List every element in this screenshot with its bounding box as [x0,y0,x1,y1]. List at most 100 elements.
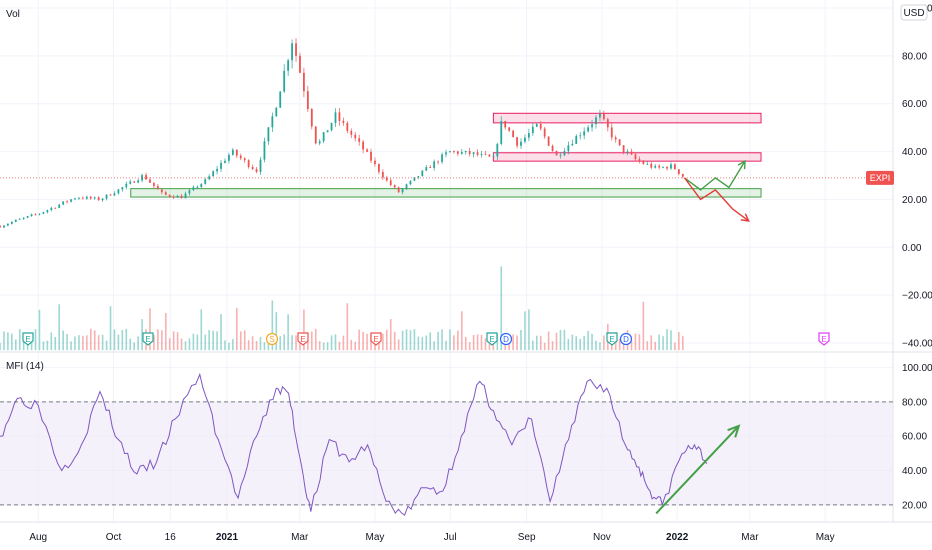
event-badge-label: E [373,335,378,344]
mfi-trend-arrow[interactable] [655,424,741,515]
volume-bar [599,342,601,351]
volume-bar [239,331,242,351]
event-badge-label: S [269,335,274,344]
candle-body [168,194,171,197]
currency-button[interactable]: USD [900,4,928,21]
event-badge-e[interactable]: E [606,332,618,346]
candle-body [464,150,467,153]
volume-bar [220,314,222,351]
candle-body [192,187,195,191]
event-badge-e[interactable]: E [370,332,382,346]
volume-bar [496,333,499,351]
candle-body [6,223,9,226]
candle-body [34,214,37,216]
candle-body [366,149,368,152]
candle-body [26,216,29,218]
volume-bar [109,306,112,351]
volume-bar [311,331,313,351]
event-badge-e[interactable]: E [486,332,498,346]
volume-bar [97,335,100,351]
event-badge-e[interactable]: E [142,332,154,346]
candle-body [559,155,562,156]
candle-body [563,151,566,156]
volume-bar [362,332,364,351]
candle-body [409,180,412,185]
candle-body [295,43,297,56]
volume-bar [255,341,258,351]
candle-body [618,139,621,146]
volume-bar [228,342,230,351]
price-zones[interactable] [130,112,762,198]
volume-bar [504,342,507,351]
candle-body [58,204,61,208]
event-badge-s[interactable]: S [265,332,279,346]
mfi-pane-label: MFI (14) [6,361,44,372]
candle-body [224,160,226,163]
event-badge-shape [297,332,309,346]
volume-bar [38,309,41,351]
volume-bar [236,308,238,351]
volume-bar [528,309,530,351]
candle-body [449,151,451,153]
volume-bar [575,336,578,351]
volume-bar [204,334,207,351]
candle-body [188,190,191,194]
candle-body [599,113,601,118]
volume-bar [133,342,135,351]
volume-bar [275,312,278,351]
event-badge-d[interactable]: D [499,332,513,346]
volume-bar [291,335,293,351]
candle-body [354,134,357,139]
candle-body [551,145,554,151]
volume-bar [86,335,88,351]
candle-body [381,171,384,178]
volume-bar [247,340,250,351]
event-badge-e[interactable]: E [297,332,309,346]
volume-bar [500,266,503,351]
volume-bar [484,338,487,351]
volume-bar [437,331,439,351]
price-projections[interactable] [683,159,750,222]
volume-bar [393,331,396,351]
candle-body [622,145,625,153]
candle-body [330,122,333,131]
candle-body [216,168,218,172]
volume-bar [413,329,416,351]
event-badge-e[interactable]: E [818,332,830,346]
candle-body [500,121,503,144]
volume-bar [583,335,585,351]
candle-body [638,159,641,162]
candle-body [62,201,65,205]
candle-body [524,137,526,142]
volume-bar [603,335,605,351]
price-tick-label: 80.00 [902,51,927,62]
candle-body [310,109,313,127]
event-badge-shape [818,332,830,346]
volume-bar [243,330,246,351]
time-tick-label: Nov [593,532,611,543]
candle-body [614,137,617,140]
price-tick-label: −20.00 [902,291,932,302]
volume-bar [224,340,226,351]
volume-bar [472,334,475,351]
volume-bar [157,329,159,351]
volume-bar [425,335,428,351]
candle-body [255,169,258,172]
candle-body [251,166,254,170]
volume-bar [188,338,191,351]
volume-bar [172,331,175,351]
candle-body [413,177,416,181]
volume-bar [168,338,171,351]
volume-bar [532,340,534,351]
event-badge-e[interactable]: E [22,332,34,346]
candle-body [109,194,112,196]
candle-body [681,173,684,177]
volume-bar [567,338,570,351]
volume-bar [555,332,558,351]
event-badge-d[interactable]: D [619,332,633,346]
volume-bar [164,313,167,351]
candle-body [338,112,341,121]
candle-body [239,155,242,159]
candle-body [642,161,645,164]
